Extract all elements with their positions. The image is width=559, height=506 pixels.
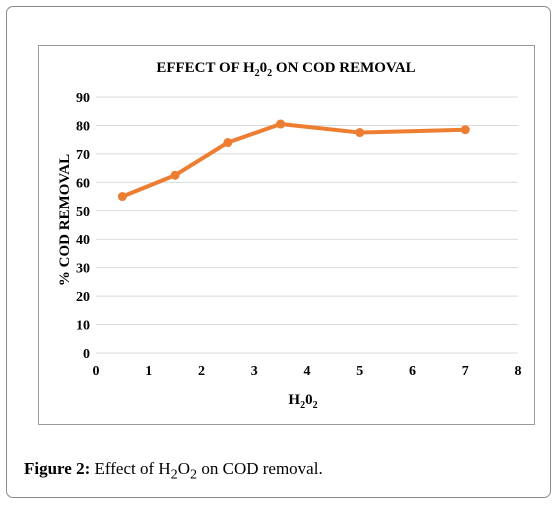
series-line — [120, 122, 468, 199]
x-axis-label-sub: 2 — [300, 400, 305, 411]
data-point — [170, 170, 180, 180]
x-tick-labels: 0 1 2 3 4 5 6 7 8 — [93, 364, 522, 379]
y-tick-label: 70 — [76, 148, 90, 163]
y-axis-label: % COD REMOVAL — [57, 154, 73, 286]
chart-title-mid: 0 — [260, 60, 268, 76]
chart-title: EFFECT OF H202 ON COD REMOVAL — [156, 60, 415, 79]
y-tick-label: 90 — [76, 91, 90, 106]
y-tick-label: 10 — [76, 319, 90, 334]
chart-title-part: EFFECT OF H — [156, 60, 255, 76]
x-tick-label: 8 — [515, 364, 522, 379]
caption-label: Figure 2: — [24, 459, 91, 478]
x-axis-label-mid: 0 — [305, 392, 313, 408]
data-point — [223, 138, 233, 148]
y-tick-label: 20 — [76, 290, 90, 305]
x-tick-label: 0 — [93, 364, 100, 379]
y-tick-label: 50 — [76, 205, 90, 220]
x-tick-label: 7 — [462, 364, 469, 379]
figure-frame: EFFECT OF H202 ON COD REMOVAL 0 10 20 30 40 5… — [6, 6, 551, 498]
x-tick-label: 3 — [251, 364, 258, 379]
chart-area: EFFECT OF H202 ON COD REMOVAL 0 10 20 30 40 5… — [38, 45, 535, 425]
figure-caption: Figure 2: Effect of H2O2 on COD removal. — [24, 459, 323, 483]
y-tick-label: 30 — [76, 262, 90, 277]
y-tick-label: 0 — [83, 347, 90, 362]
series-line-path — [120, 122, 468, 199]
data-points — [117, 119, 470, 202]
x-axis-label: H202 — [288, 392, 317, 411]
y-tick-labels: 0 10 20 30 40 50 60 70 80 90 — [76, 91, 90, 362]
chart-title-sub: 2 — [255, 68, 260, 79]
y-tick-label: 80 — [76, 119, 90, 134]
x-tick-label: 2 — [198, 364, 205, 379]
x-tick-label: 4 — [304, 364, 311, 379]
x-tick-label: 1 — [145, 364, 152, 379]
gridlines — [96, 96, 518, 354]
y-tick-label: 60 — [76, 176, 90, 191]
y-tick-label: 40 — [76, 233, 90, 248]
chart-title-sub2: 2 — [267, 68, 272, 79]
caption-sub2: 2 — [190, 466, 198, 483]
x-tick-label: 5 — [356, 364, 363, 379]
caption-text: Effect of H — [90, 459, 171, 478]
line-chart: EFFECT OF H202 ON COD REMOVAL 0102030405… — [57, 60, 522, 411]
caption-text-end: on COD removal. — [197, 459, 323, 478]
x-axis-label-part: H — [288, 392, 300, 408]
data-point — [355, 128, 365, 138]
data-point — [460, 125, 470, 135]
x-axis-label-sub2: 2 — [313, 400, 318, 411]
chart-title-end: ON COD REMOVAL — [272, 60, 415, 76]
data-point — [117, 192, 127, 202]
caption-sub: 2 — [170, 466, 178, 483]
data-point — [276, 119, 286, 129]
caption-mid: O — [177, 459, 191, 478]
x-tick-label: 6 — [409, 364, 416, 379]
